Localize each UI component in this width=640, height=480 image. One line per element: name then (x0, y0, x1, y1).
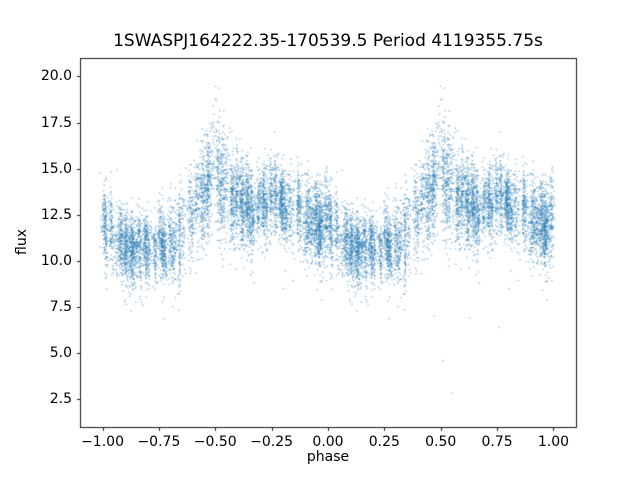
x-tick-label: 0.00 (312, 434, 344, 450)
x-tick-label: −0.50 (193, 434, 237, 450)
y-tick-label: 12.5 (40, 206, 72, 223)
x-axis-label: phase (306, 449, 350, 465)
x-tick-label: 0.25 (368, 434, 400, 450)
y-tick-label: 15.0 (40, 160, 72, 177)
y-axis-label: flux (14, 229, 30, 255)
x-tick-label: 0.50 (425, 434, 457, 450)
x-tick-label: −0.25 (250, 434, 294, 450)
y-tick-label: 5.0 (49, 345, 72, 362)
x-tick-label: 0.75 (481, 434, 513, 450)
y-tick-label: 17.5 (40, 114, 72, 131)
y-tick-label: 7.5 (49, 299, 72, 316)
y-tick-label: 10.0 (40, 252, 72, 269)
x-tick-label: −0.75 (137, 434, 181, 450)
x-tick-label: −1.00 (81, 434, 124, 450)
y-tick-label: 20.0 (40, 68, 72, 85)
x-tick-label: 1.00 (537, 434, 570, 450)
chart-title: 1SWASPJ164222.35-170539.5 Period 4119355… (113, 31, 543, 51)
y-tick-label: 2.5 (49, 391, 72, 408)
